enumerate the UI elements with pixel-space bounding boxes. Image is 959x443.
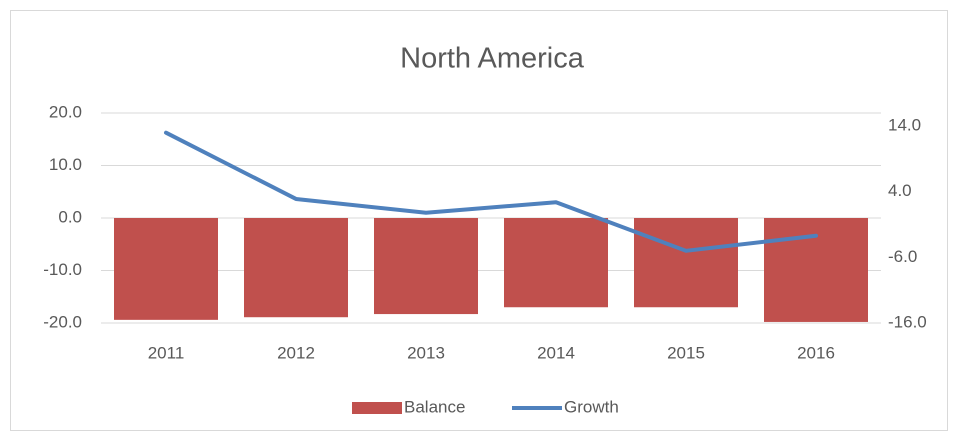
- legend-label: Balance: [404, 397, 465, 416]
- bar: [244, 218, 348, 318]
- y2-tick-label: 4.0: [888, 181, 912, 200]
- legend-label: Growth: [564, 397, 619, 416]
- bar: [374, 218, 478, 315]
- y2-tick-label: -6.0: [888, 247, 917, 266]
- bar: [114, 218, 218, 320]
- bar: [504, 218, 608, 308]
- x-tick-label: 2015: [667, 343, 705, 362]
- y-tick-label: -10.0: [43, 260, 82, 279]
- y-tick-label: -20.0: [43, 312, 82, 331]
- x-tick-label: 2011: [148, 343, 185, 362]
- x-tick-label: 2016: [797, 343, 835, 362]
- bar: [634, 218, 738, 308]
- line: [164, 130, 818, 253]
- y2-tick-label: 14.0: [888, 116, 921, 135]
- y-tick-label: 0.0: [58, 207, 82, 226]
- y2-tick-label: -16.0: [888, 312, 927, 331]
- x-tick-label: 2014: [537, 343, 575, 362]
- x-tick-label: 2012: [277, 343, 315, 362]
- y-tick-label: 10.0: [49, 155, 82, 174]
- bar: [764, 218, 868, 322]
- legend-swatch: [352, 402, 402, 414]
- y-tick-label: 20.0: [49, 102, 82, 121]
- x-tick-label: 2013: [407, 343, 445, 362]
- chart-title: North America: [400, 43, 585, 75]
